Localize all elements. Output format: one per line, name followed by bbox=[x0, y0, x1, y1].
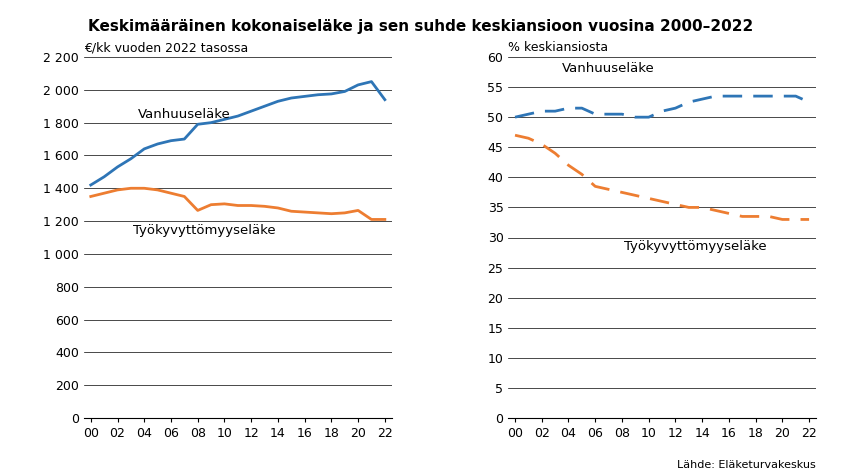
Text: Vanhuuseläke: Vanhuuseläke bbox=[563, 62, 655, 75]
Text: Keskimääräinen kokonaiseläke ja sen suhde keskiansioon vuosina 2000–2022: Keskimääräinen kokonaiseläke ja sen suhd… bbox=[87, 19, 754, 34]
Text: % keskiansiosta: % keskiansiosta bbox=[508, 41, 609, 55]
Text: Lähde: Eläketurvakeskus: Lähde: Eläketurvakeskus bbox=[677, 460, 816, 470]
Text: Työkyvyttömyyseläke: Työkyvyttömyyseläke bbox=[624, 239, 767, 253]
Text: Työkyvyttömyyseläke: Työkyvyttömyyseläke bbox=[133, 224, 276, 237]
Text: €/kk vuoden 2022 tasossa: €/kk vuoden 2022 tasossa bbox=[84, 41, 248, 55]
Text: Vanhuuseläke: Vanhuuseläke bbox=[138, 108, 230, 121]
